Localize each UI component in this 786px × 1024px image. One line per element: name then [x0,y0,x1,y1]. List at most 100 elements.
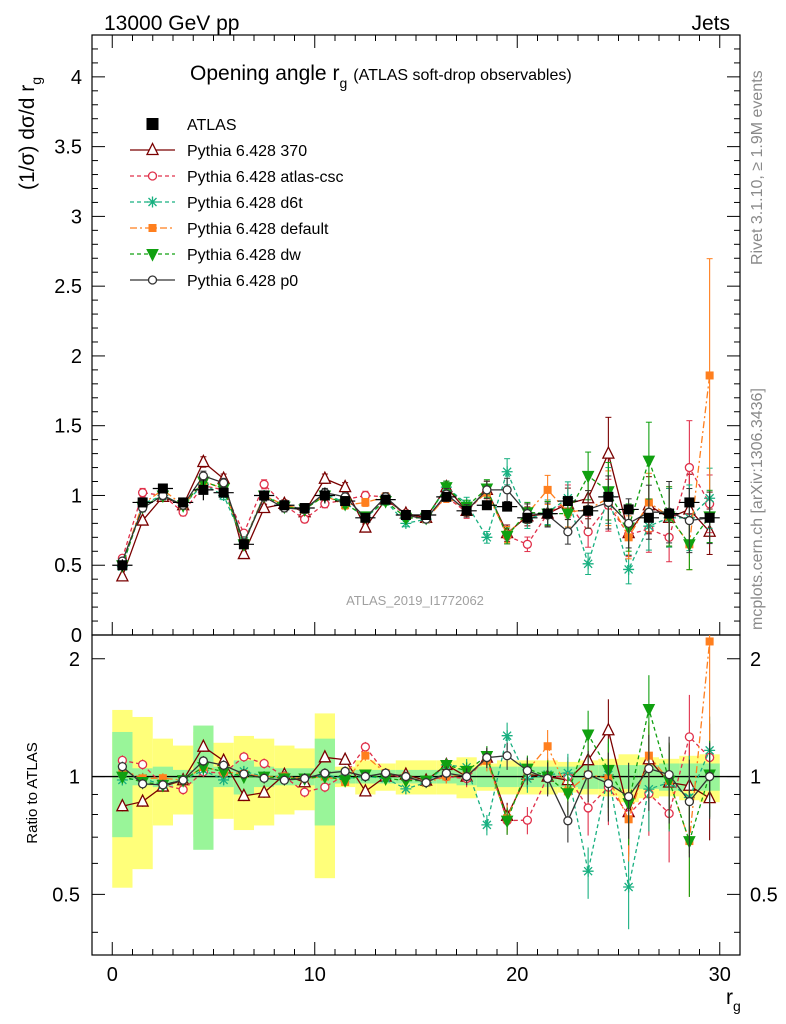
data-point [461,505,472,516]
x-axis-label-main: r [726,986,733,1009]
ratio-point [257,784,271,798]
data-point [340,496,351,507]
ratio-point [259,773,269,783]
ratio-point [380,768,391,778]
chart-title-rest: (ATLAS soft-drop observables) [353,67,571,84]
legend-marker [146,118,159,130]
ratio-point [461,771,472,782]
data-point [319,490,330,501]
ratio-point [299,773,310,784]
data-point [279,500,290,511]
series-point [705,371,714,380]
series-layer [115,258,717,585]
ratio-point [542,773,553,784]
ratio-series-group [117,734,715,858]
y-tick-label: 4 [71,67,82,89]
series-group [116,421,716,573]
series-point [115,568,129,582]
series-point [259,479,269,489]
ratio-point [563,816,573,826]
series-point [218,478,229,488]
ratio-point [218,760,229,770]
ratio-point [583,770,593,780]
ratio-point [320,782,330,792]
ratio-point [684,796,695,807]
series-point [137,488,148,498]
ratio-point [115,798,129,812]
legend-label: ATLAS [187,117,237,134]
ratio-point [198,756,209,766]
ratio-point [239,769,249,779]
legend-marker [147,275,158,285]
ratio-axis-ticks: 0.5 0.5 1 1 2 2 [52,649,778,933]
data-point [400,510,411,520]
legend-marker [148,224,157,232]
data-point [259,490,270,501]
y-tick-label: 3.5 [54,137,82,159]
ratio-point [196,738,210,752]
chart-title-main: Opening angle r [190,62,339,85]
x-axis-ticks: 0 10 20 30 [107,35,741,986]
data-point [562,496,573,507]
series-line [121,451,711,577]
ratio-point [581,729,595,743]
syst-band [132,716,153,870]
ratio-point [259,758,269,769]
x-tick-label: 0 [107,964,118,986]
data-point [380,494,391,505]
data-point [178,497,189,508]
series-line [121,469,711,572]
series-point [198,471,209,481]
series-point [684,515,695,526]
series-line [121,375,711,563]
ratio-point [158,780,168,790]
ratio-point [421,777,431,788]
ratio-point [684,732,695,742]
data-point [218,487,229,498]
data-point [441,491,452,502]
ratio-point [360,771,371,782]
chart-title-sub: g [339,75,347,91]
y-tick-label: 2.5 [54,276,82,298]
x-tick-label: 30 [709,964,731,986]
ratio-point [522,815,533,825]
ratio-series-layer [115,635,717,930]
data-point [542,508,553,519]
data-point [481,500,492,511]
series-point [561,508,575,522]
ratio-point [338,751,352,765]
series-point [136,512,150,526]
x-axis-label-sub: g [733,998,741,1014]
y-tick-label: 1 [71,485,82,507]
y-axis-label: (1/σ) dσ/d rg [16,77,44,190]
series-line [121,458,711,566]
ratio-point [603,778,614,789]
data-point [623,504,634,515]
legend-label: Pythia 6.428 atlas-csc [187,169,344,186]
data-point [157,483,168,494]
ratio-tick-label: 1 [750,767,761,789]
ratio-point [561,788,575,801]
ratio-tick-label: 1 [69,767,80,789]
x-axis-label: rg [726,986,741,1014]
data-point [238,539,249,550]
chart-title: Opening angle rg (ATLAS soft-drop observa… [190,62,572,91]
ratio-point [318,749,332,763]
data-point [684,497,695,508]
series-point [237,546,251,560]
data-point [664,508,675,519]
legend-label: Pythia 6.428 d6t [187,195,303,212]
data-point [360,512,371,523]
analysis-label: ATLAS_2019_I1772062 [346,593,484,608]
y-tick-label: 0.5 [54,555,82,577]
data-point [117,560,128,571]
ratio-point [705,637,714,646]
legend-label: Pythia 6.428 370 [187,143,307,160]
ratio-point [582,865,594,877]
ratio-point [401,771,411,782]
ratio-point [502,751,512,761]
series-point [482,485,492,495]
rivet-label: Rivet 3.1.10, ≥ 1.9M events [749,70,766,265]
data-point [299,503,310,514]
y-tick-label: 3 [71,206,82,228]
